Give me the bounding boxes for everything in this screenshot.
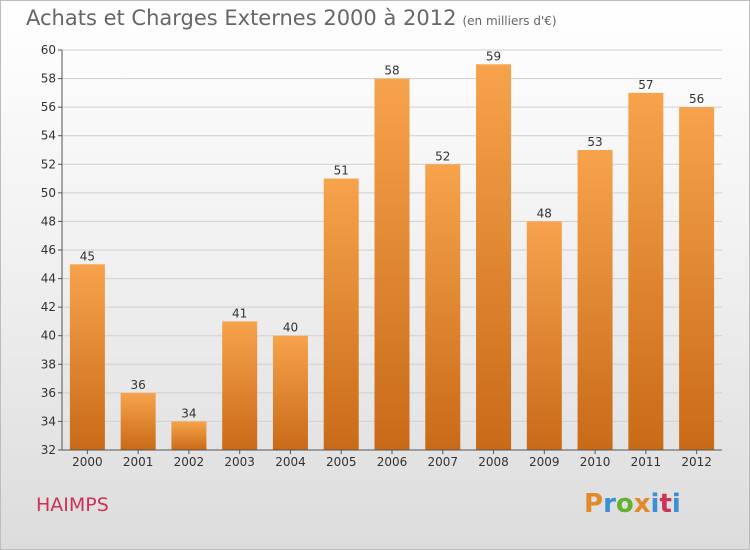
bar-value-label: 59 (486, 49, 501, 63)
logo-letter: i (671, 489, 681, 519)
x-tick-label: 2008 (478, 455, 509, 469)
bar (628, 92, 664, 450)
label-layer: 45 36 34 41 40 51 58 52 59 48 53 57 56 (80, 49, 705, 420)
bar-value-label: 41 (232, 306, 247, 320)
bar-value-label: 56 (689, 92, 704, 106)
logo-letter: x (633, 489, 651, 519)
logo-letter: o (615, 489, 634, 519)
logo-letter: r (603, 489, 616, 519)
bar (120, 392, 156, 450)
y-tick-label: 42 (41, 300, 56, 314)
logo-letter: i (650, 489, 660, 519)
x-tick-label: 2005 (326, 455, 357, 469)
bar-value-label: 53 (587, 135, 602, 149)
commune-name: HAIMPS (36, 494, 109, 516)
bar (171, 421, 207, 450)
y-tick-label: 32 (41, 443, 56, 457)
x-tick-label: 2007 (427, 455, 458, 469)
y-tick-label: 48 (41, 214, 56, 228)
bar (526, 221, 562, 450)
x-tick-label: 2010 (580, 455, 611, 469)
y-tick-label: 60 (41, 43, 56, 57)
y-tick-label: 36 (41, 386, 56, 400)
bar-layer (69, 64, 715, 451)
y-tick-label: 54 (41, 129, 56, 143)
bar-value-label: 51 (334, 164, 349, 178)
x-tick-label: 2004 (275, 455, 306, 469)
y-tick-label: 58 (41, 72, 56, 86)
x-tick-label: 2002 (174, 455, 205, 469)
axis-layer: 32 34 36 38 40 42 44 46 48 50 52 54 56 58 60 2000 2001 20… (41, 43, 722, 469)
x-tick-label: 2011 (631, 455, 662, 469)
bar (374, 78, 410, 451)
y-tick-label: 52 (41, 157, 56, 171)
y-tick-label: 38 (41, 357, 56, 371)
chart-title: Achats et Charges Externes 2000 à 2012 (e… (26, 6, 557, 30)
bar-value-label: 52 (435, 149, 450, 163)
bar (272, 335, 308, 450)
bar (679, 107, 715, 451)
x-tick-label: 2009 (529, 455, 560, 469)
x-tick-label: 2001 (123, 455, 154, 469)
y-tick-label: 34 (41, 414, 56, 428)
bar (323, 178, 359, 451)
x-tick-label: 2000 (72, 455, 103, 469)
bar-value-label: 45 (80, 249, 95, 263)
y-tick-label: 46 (41, 243, 56, 257)
bar-value-label: 48 (537, 206, 552, 220)
bar (476, 64, 512, 451)
bar (425, 164, 461, 451)
bar-value-label: 40 (283, 321, 298, 335)
x-tick-label: 2012 (681, 455, 712, 469)
bar-value-label: 58 (384, 64, 399, 78)
logo-letter: P (584, 489, 604, 519)
y-tick-label: 50 (41, 186, 56, 200)
y-tick-label: 44 (41, 272, 56, 286)
bar-value-label: 36 (131, 378, 146, 392)
chart-subtitle: (en milliers d'€) (462, 14, 557, 28)
y-tick-label: 40 (41, 329, 56, 343)
proxiti-logo: Proxiti (584, 489, 681, 519)
bar-value-label: 57 (638, 78, 653, 92)
bar (222, 321, 258, 450)
x-tick-label: 2003 (224, 455, 255, 469)
y-tick-label: 56 (41, 100, 56, 114)
chart-title-text: Achats et Charges Externes 2000 à 2012 (26, 6, 457, 30)
bar (577, 150, 613, 450)
x-tick-label: 2006 (377, 455, 408, 469)
logo-letter: t (659, 489, 672, 519)
bar-value-label: 34 (181, 406, 196, 420)
bar (69, 264, 105, 450)
